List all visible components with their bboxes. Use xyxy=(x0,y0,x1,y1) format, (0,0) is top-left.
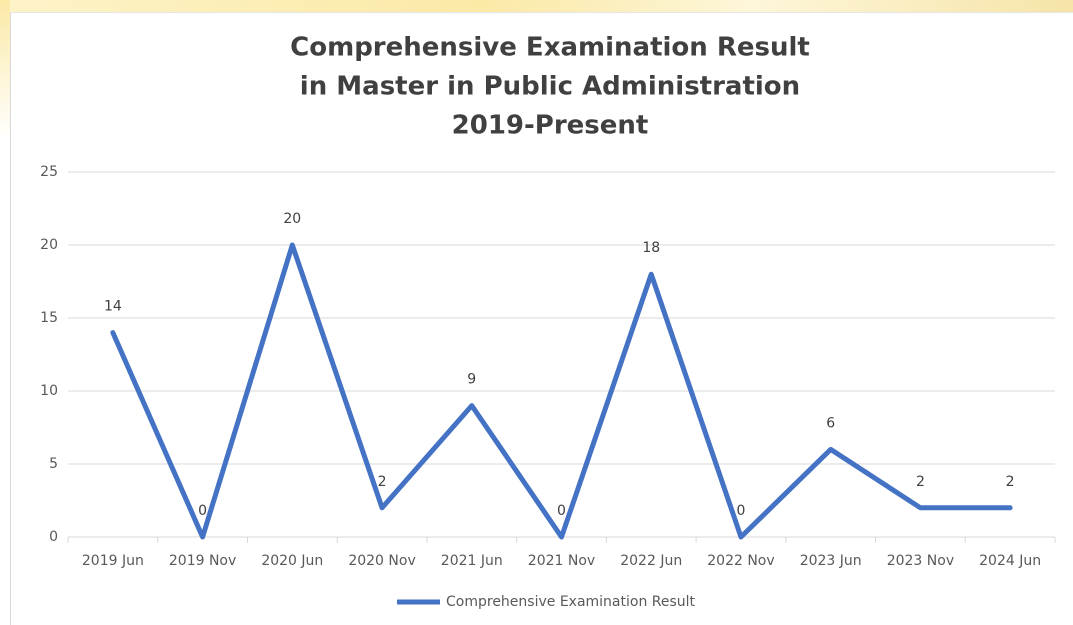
data-label: 20 xyxy=(283,211,301,227)
y-tick-label: 5 xyxy=(49,456,58,472)
series-line xyxy=(110,242,1013,540)
y-tick-label: 10 xyxy=(40,383,58,399)
y-tick-label: 0 xyxy=(49,529,58,545)
y-tick-label: 15 xyxy=(40,310,58,326)
x-tick-label: 2019 Jun xyxy=(82,553,144,569)
x-tick-label: 2023 Jun xyxy=(800,553,862,569)
data-label: 0 xyxy=(198,503,207,519)
data-label: 9 xyxy=(467,372,476,388)
y-tick-label: 20 xyxy=(40,237,58,253)
data-label: 2 xyxy=(1006,474,1015,490)
y-tick-label: 25 xyxy=(40,164,58,180)
data-label: 2 xyxy=(916,474,925,490)
x-tick-label: 2023 Nov xyxy=(887,553,954,569)
background xyxy=(0,0,10,140)
chart-title: Comprehensive Examination Result xyxy=(290,33,810,63)
chart-title: 2019-Present xyxy=(452,111,649,141)
x-tick-label: 2024 Jun xyxy=(979,553,1041,569)
x-tick-label: 2019 Nov xyxy=(169,553,236,569)
data-label: 6 xyxy=(826,415,835,431)
data-label: 14 xyxy=(104,299,122,315)
x-tick-label: 2020 Nov xyxy=(348,553,415,569)
legend-label: Comprehensive Examination Result xyxy=(446,594,696,610)
data-label: 18 xyxy=(642,240,660,256)
data-label: 0 xyxy=(736,503,745,519)
x-tick-label: 2022 Nov xyxy=(707,553,774,569)
x-tick-label: 2022 Jun xyxy=(620,553,682,569)
x-tick-label: 2021 Nov xyxy=(528,553,595,569)
data-label: 0 xyxy=(557,503,566,519)
background xyxy=(0,0,1073,12)
x-tick-label: 2021 Jun xyxy=(441,553,503,569)
chart-title: in Master in Public Administration xyxy=(300,72,800,102)
data-label: 2 xyxy=(378,474,387,490)
x-tick-label: 2020 Jun xyxy=(261,553,323,569)
